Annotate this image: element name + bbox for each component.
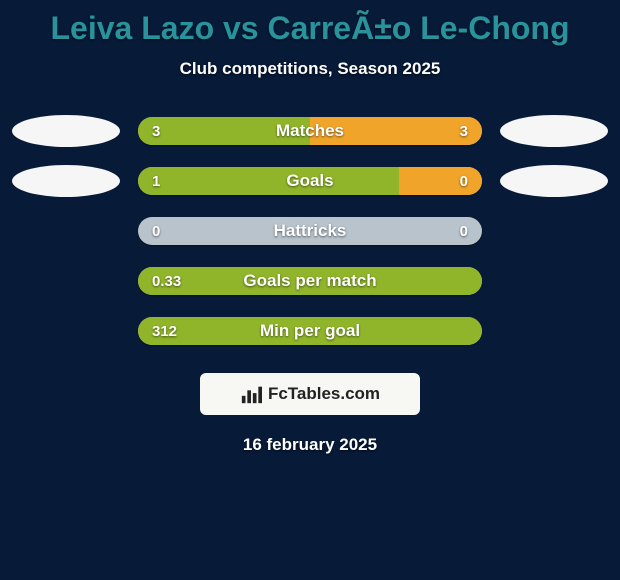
stat-value-right: 0 xyxy=(460,167,468,195)
page-title: Leiva Lazo vs CarreÃ±o Le-Chong xyxy=(0,0,620,47)
brand-text: FcTables.com xyxy=(268,384,380,404)
spacer xyxy=(12,315,120,347)
stat-bar: 312Min per goal xyxy=(138,317,482,345)
team-badge-right xyxy=(500,115,608,147)
stat-row: 312Min per goal xyxy=(0,315,620,347)
stat-bar: 0Hattricks0 xyxy=(138,217,482,245)
spacer xyxy=(500,215,608,247)
stat-label: Matches xyxy=(138,117,482,145)
team-badge-right xyxy=(500,165,608,197)
team-badge-left xyxy=(12,165,120,197)
stat-label: Min per goal xyxy=(138,317,482,345)
footer-date: 16 february 2025 xyxy=(0,435,620,455)
stat-row: 0Hattricks0 xyxy=(0,215,620,247)
stat-bar: 0.33Goals per match xyxy=(138,267,482,295)
stat-value-right: 0 xyxy=(460,217,468,245)
spacer xyxy=(500,265,608,297)
stat-label: Hattricks xyxy=(138,217,482,245)
bar-chart-icon xyxy=(240,383,262,405)
stat-row: 3Matches3 xyxy=(0,115,620,147)
stat-row: 1Goals0 xyxy=(0,165,620,197)
team-badge-left xyxy=(12,115,120,147)
stat-bar: 1Goals0 xyxy=(138,167,482,195)
stat-label: Goals xyxy=(138,167,482,195)
stat-label: Goals per match xyxy=(138,267,482,295)
spacer xyxy=(12,265,120,297)
infographic-root: Leiva Lazo vs CarreÃ±o Le-Chong Club com… xyxy=(0,0,620,580)
stat-value-right: 3 xyxy=(460,117,468,145)
stat-bar: 3Matches3 xyxy=(138,117,482,145)
stat-row: 0.33Goals per match xyxy=(0,265,620,297)
page-subtitle: Club competitions, Season 2025 xyxy=(0,59,620,79)
brand-badge: FcTables.com xyxy=(200,373,420,415)
stats-container: 3Matches31Goals00Hattricks00.33Goals per… xyxy=(0,115,620,347)
spacer xyxy=(500,315,608,347)
spacer xyxy=(12,215,120,247)
